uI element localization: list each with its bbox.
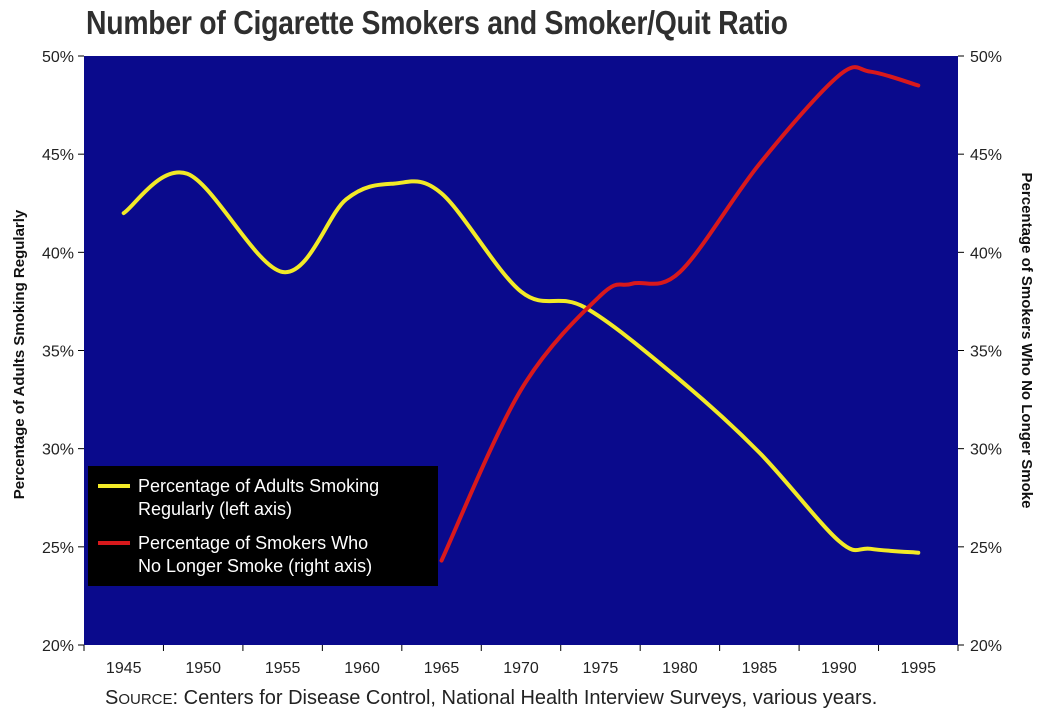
- source-label-initial: S: [105, 687, 119, 709]
- x-tick-label: 1970: [503, 660, 539, 677]
- right-tick-label: 25%: [970, 540, 1002, 557]
- x-tick-label: 1980: [662, 660, 698, 677]
- x-tick-label: 1975: [583, 660, 619, 677]
- x-tick-label: 1995: [900, 660, 936, 677]
- series-line-adults-smoking: [121, 170, 921, 555]
- right-tick-label: 45%: [970, 147, 1002, 164]
- legend-box: [88, 466, 438, 586]
- x-tick-label: 1960: [344, 660, 380, 677]
- x-axis: 1945 1950 1955 1960 1965 1970 1975 1980 1985 1990…: [83, 645, 959, 677]
- legend-label: No Longer Smoke (right axis): [138, 556, 372, 576]
- left-tick-label: 30%: [42, 442, 74, 459]
- left-axis: 20% 25% 30% 35% 40% 45% 50%: [42, 49, 84, 655]
- legend: Percentage of Adults Smoking Regularly (l…: [88, 466, 438, 586]
- left-tick-label: 25%: [42, 540, 74, 557]
- right-tick-label: 50%: [970, 49, 1002, 66]
- left-tick-label: 50%: [42, 49, 74, 66]
- x-tick-label: 1945: [106, 660, 142, 677]
- left-axis-label: Percentage of Adults Smoking Regularly: [11, 209, 28, 499]
- source-note: SOURCE: Centers for Disease Control, Nat…: [105, 687, 877, 710]
- x-tick-label: 1985: [742, 660, 778, 677]
- left-tick-label: 40%: [42, 245, 74, 262]
- source-text: : Centers for Disease Control, National …: [172, 687, 878, 709]
- right-tick-label: 35%: [970, 344, 1002, 361]
- right-tick-label: 30%: [970, 442, 1002, 459]
- chart-title: Number of Cigarette Smokers and Smoker/Q…: [86, 4, 788, 41]
- left-tick-label: 35%: [42, 344, 74, 361]
- legend-label: Percentage of Adults Smoking: [138, 476, 379, 496]
- left-tick-label: 20%: [42, 638, 74, 655]
- series-lines: [121, 65, 921, 563]
- right-tick-label: 20%: [970, 638, 1002, 655]
- right-tick-label: 40%: [970, 245, 1002, 262]
- right-axis: 20% 25% 30% 35% 40% 45% 50%: [958, 49, 1002, 655]
- left-tick-label: 45%: [42, 147, 74, 164]
- legend-label: Percentage of Smokers Who: [138, 533, 368, 553]
- source-label-rest: OURCE: [118, 691, 173, 708]
- x-tick-label: 1990: [821, 660, 857, 677]
- series-line-smokers-quit: [439, 65, 921, 563]
- x-tick-label: 1955: [265, 660, 301, 677]
- x-tick-label: 1965: [424, 660, 460, 677]
- legend-label: Regularly (left axis): [138, 499, 292, 519]
- x-tick-label: 1950: [185, 660, 221, 677]
- right-axis-label: Percentage of Smokers Who No Longer Smok…: [1018, 173, 1035, 509]
